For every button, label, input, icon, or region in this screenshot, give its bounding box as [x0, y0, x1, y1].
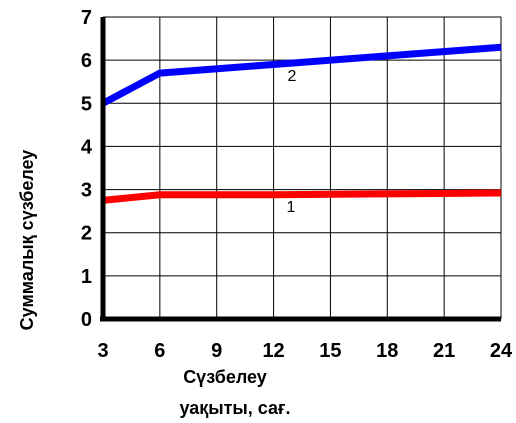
x-tick-label-6: 6 [154, 340, 165, 362]
y-axis-label: Суммалық сүзбелеу [17, 150, 37, 331]
x-axis-label-line1: Сүзбелеу [183, 367, 267, 387]
y-tick-label-7: 7 [81, 7, 92, 29]
x-tick-label-3: 3 [97, 340, 108, 362]
plot-area [103, 17, 501, 319]
y-tick-label-6: 6 [81, 50, 92, 72]
x-tick-label-18: 18 [376, 340, 398, 362]
x-tick-label-15: 15 [319, 340, 341, 362]
y-tick-label-1: 1 [81, 266, 92, 288]
x-axis-label-line2: уақыты, сағ. [179, 398, 290, 418]
y-tick-label-2: 2 [81, 223, 92, 245]
x-tick-label-9: 9 [211, 340, 222, 362]
x-tick-label-12: 12 [262, 340, 284, 362]
x-tick-labels: 3 6 9 12 15 18 21 24 [97, 340, 513, 362]
series-line-1 [102, 189, 502, 204]
y-tick-label-0: 0 [81, 309, 92, 331]
series-line-2 [101, 43, 502, 107]
axes [100, 17, 501, 322]
x-tick-label-24: 24 [490, 340, 513, 362]
y-tick-label-5: 5 [81, 93, 92, 115]
y-tick-label-4: 4 [81, 136, 93, 158]
series-label-2: 2 [288, 68, 297, 85]
series-group [101, 43, 502, 204]
y-tick-label-3: 3 [81, 180, 92, 202]
series-label-1: 1 [287, 199, 296, 216]
x-tick-label-21: 21 [433, 340, 455, 362]
y-tick-labels: 0 1 2 3 4 5 6 7 [81, 7, 93, 331]
